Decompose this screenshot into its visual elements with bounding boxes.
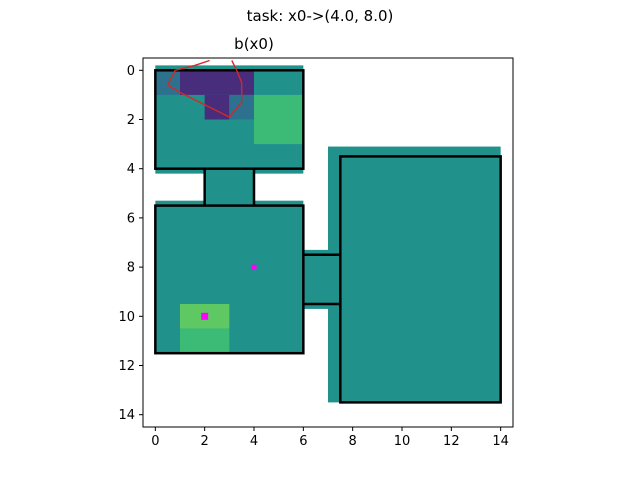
room-wall-0 xyxy=(154,69,305,170)
chart-title: b(x0) xyxy=(234,35,274,53)
room-wall-1 xyxy=(154,204,305,355)
y-tick-label-0: 0 xyxy=(127,64,135,79)
room-wall-2 xyxy=(339,155,502,404)
trajectory-layer xyxy=(166,59,243,118)
heatmap-cell-6 xyxy=(180,70,254,95)
y-tick-label-2: 2 xyxy=(127,113,135,128)
x-tick-label-2: 2 xyxy=(201,434,209,449)
heatmap-cells xyxy=(155,65,501,403)
trajectory-line xyxy=(166,59,243,118)
x-tick-label-14: 14 xyxy=(492,434,509,449)
figure-suptitle: task: x0->(4.0, 8.0) xyxy=(246,7,394,25)
y-tick-label-10: 10 xyxy=(118,310,135,325)
y-axis-ticks: 0 2 4 6 8 10 12 14 xyxy=(118,64,143,423)
heatmap-cell-5 xyxy=(155,70,180,95)
x-tick-label-10: 10 xyxy=(394,434,411,449)
y-tick-label-8: 8 xyxy=(127,261,135,276)
heatmap-cell-11 xyxy=(180,328,230,354)
x-tick-label-12: 12 xyxy=(443,434,460,449)
heatmap-cell-2 xyxy=(204,168,254,209)
x-tick-label-4: 4 xyxy=(250,434,258,449)
x-tick-label-6: 6 xyxy=(299,434,307,449)
x-tick-label-8: 8 xyxy=(349,434,357,449)
room-walls xyxy=(154,69,502,404)
heatmap-cell-4 xyxy=(328,146,501,403)
y-tick-label-12: 12 xyxy=(118,359,135,374)
x-tick-label-0: 0 xyxy=(151,434,159,449)
heatmap-cell-9 xyxy=(254,94,304,145)
axes-frame xyxy=(142,57,514,428)
marker-1 xyxy=(201,312,209,320)
markers-layer xyxy=(201,264,257,320)
x-axis-ticks: 0 2 4 6 8 10 12 14 xyxy=(151,427,509,449)
marker-0 xyxy=(251,264,257,270)
y-tick-label-4: 4 xyxy=(127,162,135,177)
y-tick-label-14: 14 xyxy=(118,408,135,423)
y-tick-label-6: 6 xyxy=(127,211,135,226)
